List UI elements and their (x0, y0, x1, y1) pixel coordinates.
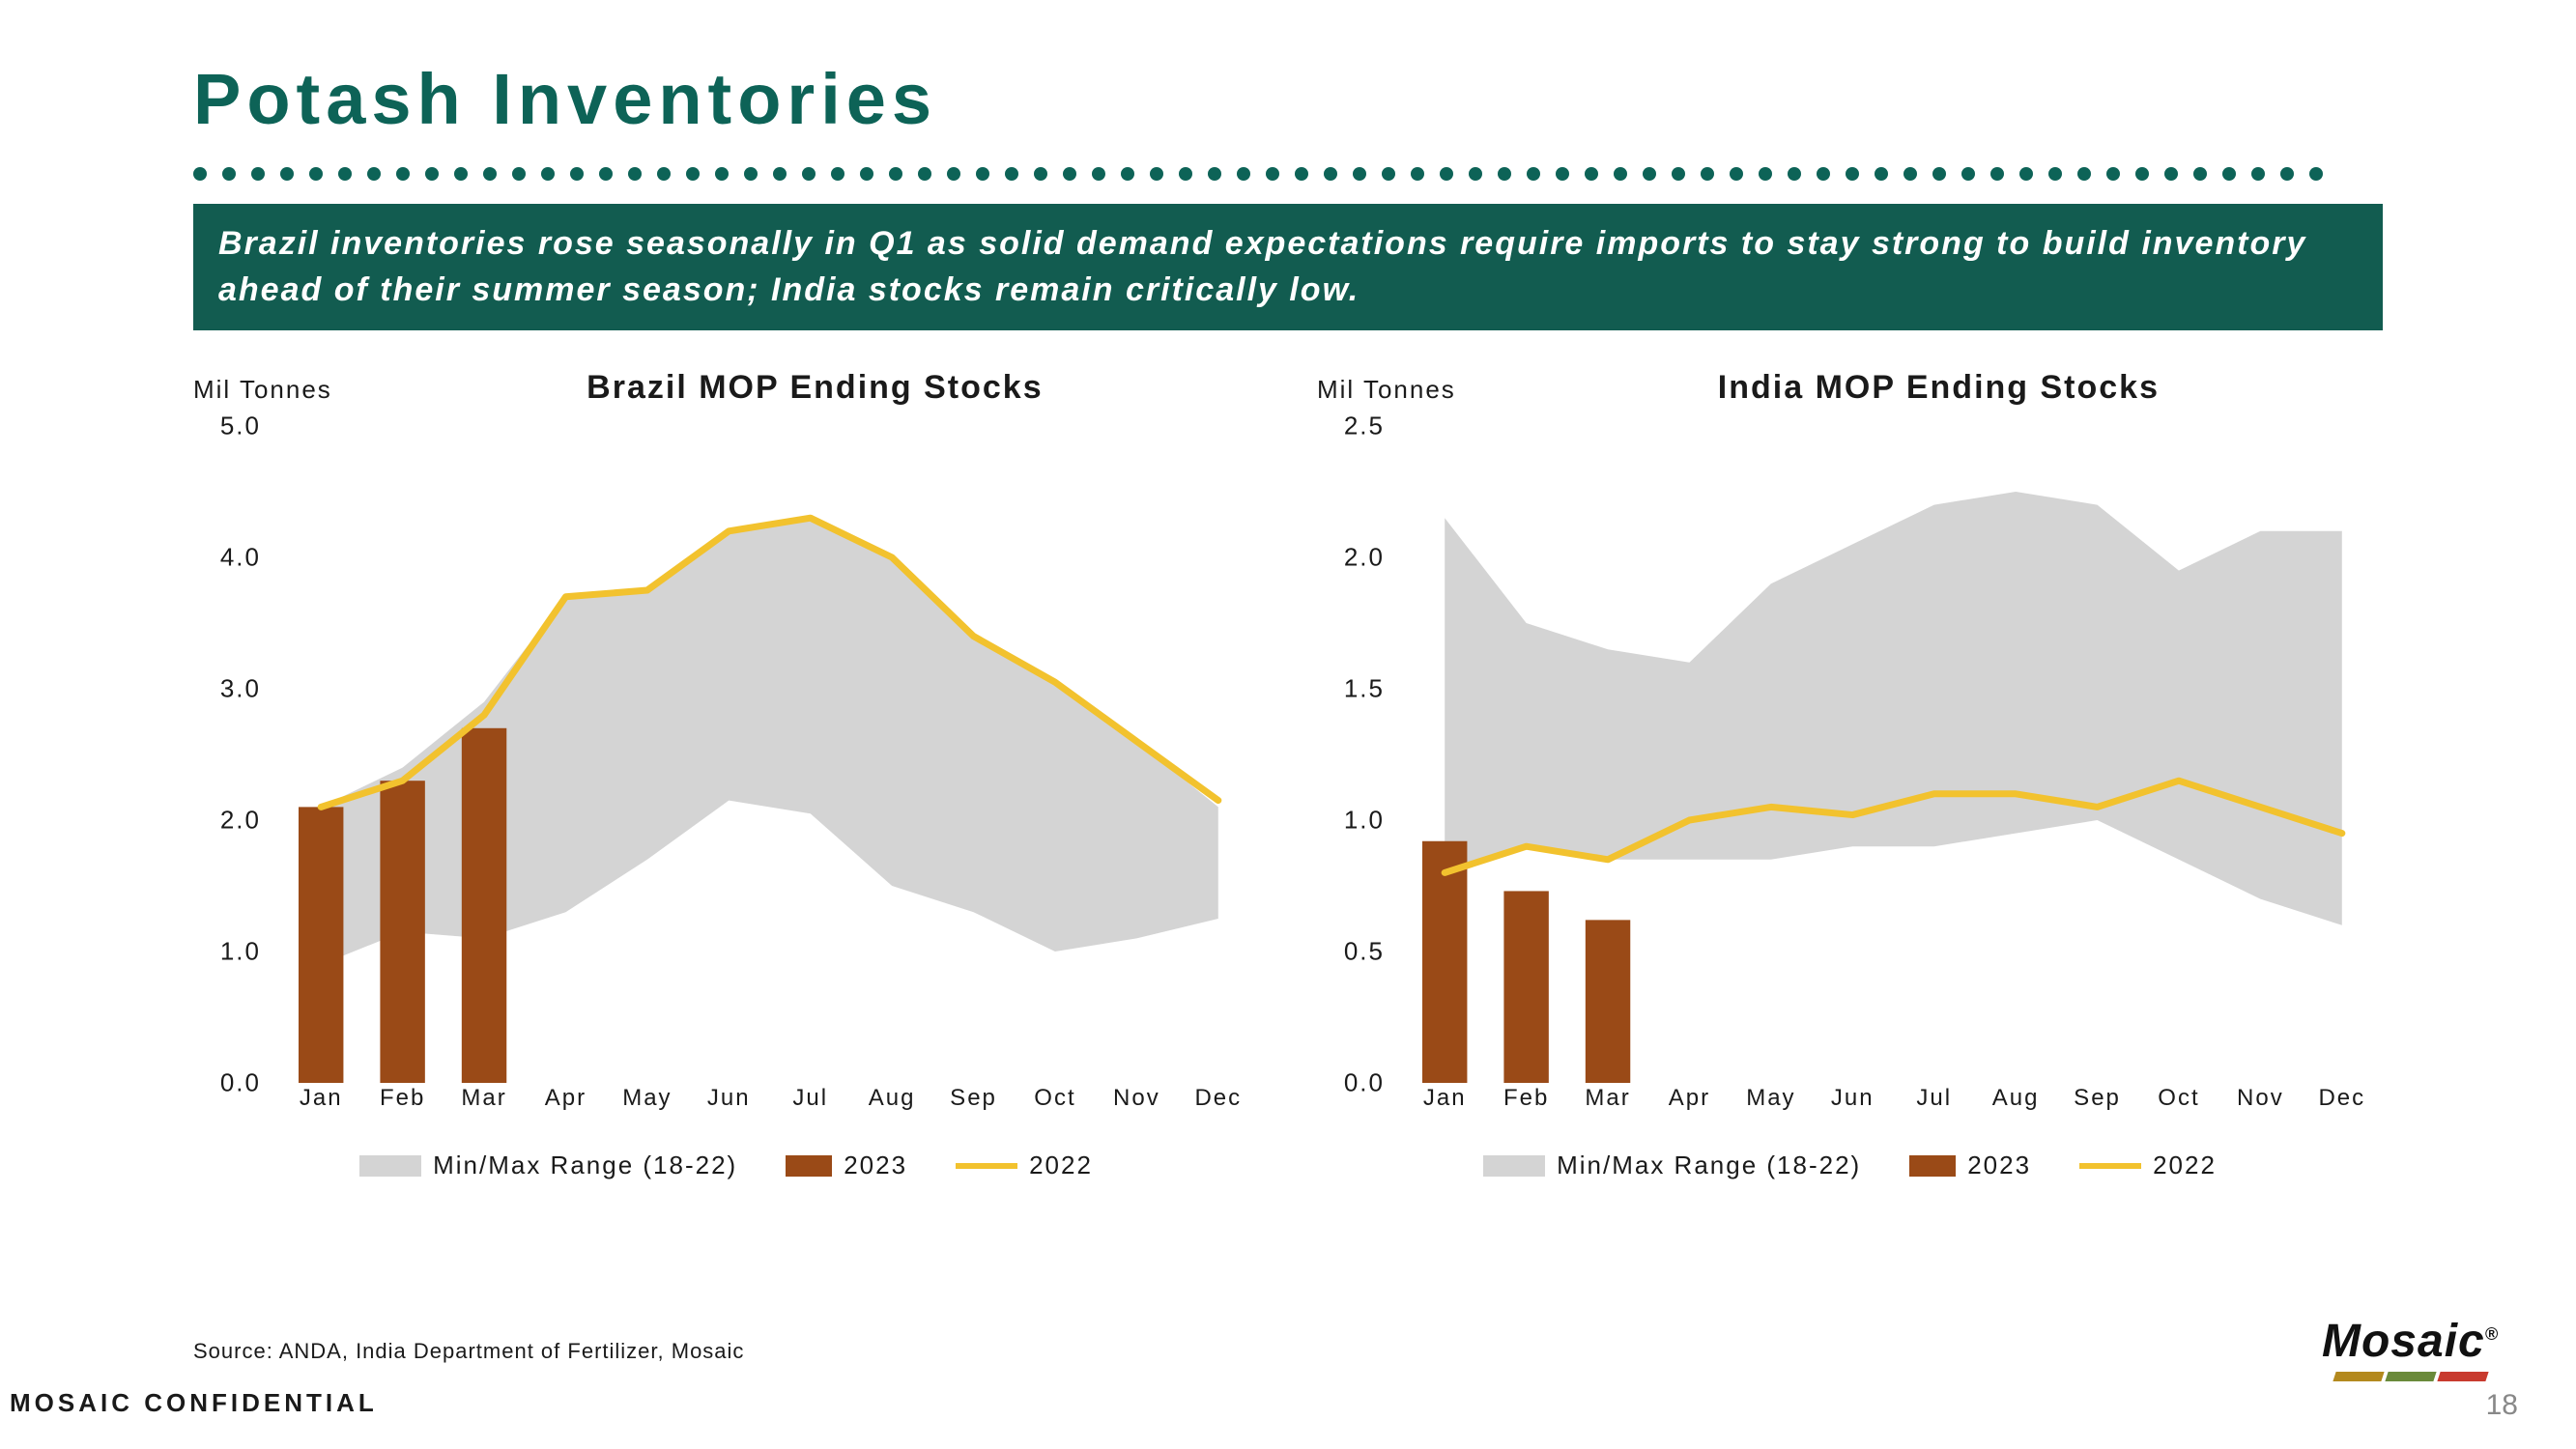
legend-item-2023: 2023 (1909, 1151, 2031, 1180)
x-axis-tick-label: Apr (545, 1085, 587, 1112)
x-axis-tick-label: Nov (1113, 1085, 1160, 1112)
y-axis-tick-label: 3.0 (220, 674, 261, 704)
legend-line-swatch (956, 1163, 1017, 1169)
legend-label: Min/Max Range (18-22) (1557, 1151, 1861, 1180)
slide: Potash Inventories Brazil inventories ro… (0, 0, 2576, 1449)
charts-container: Mil TonnesBrazil MOP Ending Stocks0.01.0… (193, 369, 2383, 1180)
legend-item-range: Min/Max Range (18-22) (1483, 1151, 1861, 1180)
x-axis-tick-label: Dec (2318, 1085, 2365, 1112)
y-axis-tick-label: 1.0 (220, 937, 261, 967)
x-axis-tick-label: Nov (2237, 1085, 2284, 1112)
bar-2023 (462, 728, 506, 1083)
bar-2023 (1503, 892, 1548, 1084)
x-axis-tick-label: Sep (950, 1085, 997, 1112)
chart-legend: Min/Max Range (18-22) 2023 2022 (193, 1151, 1259, 1180)
y-axis-tick-label: 0.5 (1344, 937, 1385, 967)
x-axis-tick-label: May (1746, 1085, 1795, 1112)
chart-panel: Mil TonnesIndia MOP Ending Stocks0.00.51… (1317, 369, 2383, 1180)
y-axis-tick-label: 1.0 (1344, 806, 1385, 836)
legend-range-swatch (1483, 1155, 1545, 1177)
x-axis-tick-label: Feb (1503, 1085, 1549, 1112)
x-axis-tick-label: Feb (380, 1085, 425, 1112)
y-axis-tick-label: 0.0 (220, 1068, 261, 1098)
y-axis-tick-label: 5.0 (220, 412, 261, 441)
bar-2023 (1586, 921, 1630, 1084)
legend-label: 2022 (2153, 1151, 2217, 1180)
x-axis-tick-label: Jul (792, 1085, 828, 1112)
x-axis-tick-label: Oct (2158, 1085, 2199, 1112)
x-axis-tick-label: Jan (300, 1085, 343, 1112)
chart-unit-label: Mil Tonnes (1317, 375, 1456, 405)
chart-unit-label: Mil Tonnes (193, 375, 332, 405)
legend-label: 2022 (1029, 1151, 1093, 1180)
y-axis-tick-label: 2.0 (1344, 543, 1385, 573)
page-number: 18 (2486, 1389, 2518, 1422)
x-axis-tick-label: Apr (1669, 1085, 1710, 1112)
x-axis-tick-label: Jul (1916, 1085, 1952, 1112)
chart-title: India MOP Ending Stocks (1718, 369, 2160, 407)
legend-line-swatch (2079, 1163, 2141, 1169)
x-axis-tick-label: Mar (461, 1085, 506, 1112)
chart-panel: Mil TonnesBrazil MOP Ending Stocks0.01.0… (193, 369, 1259, 1180)
chart-plot-area: 0.01.02.03.04.05.0JanFebMarAprMayJunJulA… (280, 426, 1259, 1083)
chart-plot-area: 0.00.51.01.52.02.5JanFebMarAprMayJunJulA… (1404, 426, 2383, 1083)
logo-bars-icon (2334, 1372, 2487, 1381)
x-axis-tick-label: Sep (2074, 1085, 2121, 1112)
subtitle-banner: Brazil inventories rose seasonally in Q1… (193, 204, 2383, 330)
legend-item-2023: 2023 (786, 1151, 907, 1180)
bar-2023 (380, 781, 424, 1083)
y-axis-tick-label: 2.5 (1344, 412, 1385, 441)
legend-label: Min/Max Range (18-22) (433, 1151, 737, 1180)
mosaic-logo: Mosaic® (2322, 1315, 2499, 1381)
decorative-dots (193, 167, 2383, 181)
page-title: Potash Inventories (193, 58, 2383, 140)
chart-legend: Min/Max Range (18-22) 2023 2022 (1317, 1151, 2383, 1180)
y-axis-tick-label: 1.5 (1344, 674, 1385, 704)
legend-label: 2023 (844, 1151, 907, 1180)
chart-title: Brazil MOP Ending Stocks (587, 369, 1043, 407)
legend-item-2022: 2022 (2079, 1151, 2217, 1180)
x-axis-tick-label: Aug (1992, 1085, 2040, 1112)
x-axis-tick-label: Jun (1831, 1085, 1875, 1112)
x-axis-tick-label: Mar (1585, 1085, 1630, 1112)
y-axis-tick-label: 0.0 (1344, 1068, 1385, 1098)
x-axis-tick-label: Oct (1034, 1085, 1075, 1112)
legend-range-swatch (359, 1155, 421, 1177)
bar-2023 (1422, 841, 1467, 1083)
x-axis-tick-label: Jun (707, 1085, 751, 1112)
legend-label: 2023 (1967, 1151, 2031, 1180)
legend-bar-swatch (786, 1155, 832, 1177)
source-citation: Source: ANDA, India Department of Fertil… (193, 1339, 744, 1364)
confidential-label: MOSAIC CONFIDENTIAL (10, 1388, 378, 1418)
x-axis-tick-label: Dec (1194, 1085, 1242, 1112)
bar-2023 (299, 808, 343, 1084)
logo-text: Mosaic® (2322, 1315, 2499, 1368)
legend-bar-swatch (1909, 1155, 1956, 1177)
legend-item-range: Min/Max Range (18-22) (359, 1151, 737, 1180)
x-axis-tick-label: Aug (869, 1085, 916, 1112)
x-axis-tick-label: Jan (1423, 1085, 1467, 1112)
y-axis-tick-label: 4.0 (220, 543, 261, 573)
y-axis-tick-label: 2.0 (220, 806, 261, 836)
range-band (1445, 492, 2342, 925)
x-axis-tick-label: May (622, 1085, 672, 1112)
legend-item-2022: 2022 (956, 1151, 1093, 1180)
